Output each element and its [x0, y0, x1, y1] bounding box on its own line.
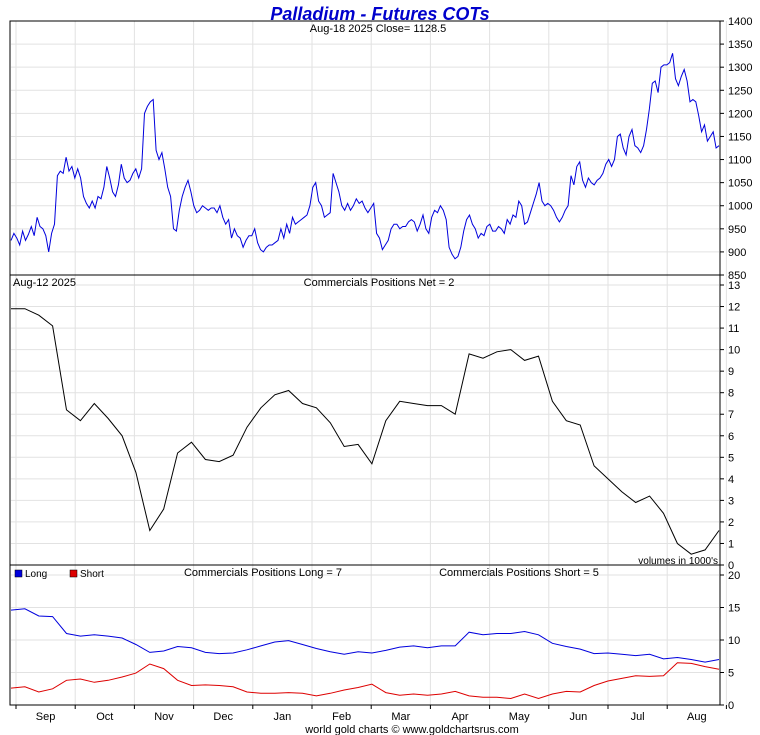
short-series-line	[10, 662, 720, 700]
chart-subtitle: Aug-18 2025 Close= 1128.5	[310, 23, 447, 35]
net-tick-label: 1	[728, 538, 734, 550]
net-tick-label: 4	[728, 474, 734, 486]
price-tick-label: 1300	[728, 62, 752, 74]
ls-tick-label: 10	[728, 635, 740, 647]
month-tick-label: Jun	[570, 711, 588, 723]
long-panel-title: Commercials Positions Long = 7	[184, 567, 342, 579]
price-tick-label: 1350	[728, 39, 752, 51]
net-tick-label: 5	[728, 452, 734, 464]
month-tick-label: Jan	[274, 711, 292, 723]
net-series-line	[11, 308, 720, 555]
month-tick-label: May	[509, 711, 530, 723]
month-tick-label: Oct	[96, 711, 113, 723]
month-tick-label: Feb	[332, 711, 351, 723]
price-tick-label: 1000	[728, 201, 752, 213]
footer-credit: world gold charts © www.goldchartsrus.co…	[304, 724, 519, 735]
net-tick-label: 8	[728, 388, 734, 400]
price-tick-label: 1200	[728, 108, 752, 120]
price-tick-label: 1400	[728, 16, 752, 28]
ls-tick-label: 5	[728, 668, 734, 680]
net-tick-label: 13	[728, 280, 740, 292]
net-tick-label: 9	[728, 366, 734, 378]
net-tick-label: 11	[728, 323, 739, 335]
month-x-axis: Sep Oct Nov Dec Jan Feb Mar Apr May Jun Jul Aug	[15, 705, 727, 723]
net-tick-label: 2	[728, 517, 734, 529]
price-panel	[9, 20, 721, 276]
month-tick-label: Sep	[36, 711, 56, 723]
ls-tick-label: 0	[728, 700, 734, 712]
month-tick-label: Aug	[687, 711, 707, 723]
price-tick-label: 1050	[728, 178, 752, 190]
ls-tick-label: 20	[728, 570, 740, 582]
grid-lines	[11, 20, 727, 706]
price-tick-label: 850	[728, 270, 746, 282]
net-tick-label: 7	[728, 409, 734, 421]
legend-short-swatch	[69, 569, 78, 578]
month-tick-label: Apr	[451, 711, 468, 723]
legend-short-label: Short	[80, 569, 104, 580]
price-tick-label: 1250	[728, 85, 752, 97]
price-tick-label: 900	[728, 247, 746, 259]
net-tick-label: 12	[728, 302, 740, 314]
price-tick-label: 950	[728, 224, 746, 236]
month-tick-label: Dec	[213, 711, 233, 723]
long-short-panel	[9, 564, 721, 706]
net-tick-label: 6	[728, 431, 734, 443]
net-panel-title: Commercials Positions Net = 2	[304, 277, 455, 289]
price-tick-label: 1100	[728, 155, 752, 167]
net-date-label: Aug-12 2025	[13, 277, 76, 289]
price-series-line	[10, 53, 720, 260]
net-tick-label: 10	[728, 345, 740, 357]
short-panel-title: Commercials Positions Short = 5	[439, 567, 599, 579]
month-tick-label: Mar	[391, 711, 410, 723]
price-tick-label: 1150	[728, 131, 752, 143]
chart-title: Palladium - Futures COTs	[270, 4, 489, 24]
price-y-axis: 850 900 950 1000 1050 1100 1150 1200 1250 1300 135…	[720, 16, 752, 282]
volumes-note: volumes in 1000's	[638, 556, 718, 567]
net-tick-label: 3	[728, 495, 734, 507]
ls-tick-label: 15	[728, 603, 740, 615]
long-series-line	[10, 608, 720, 663]
legend-long-swatch	[14, 569, 23, 578]
net-tick-label: 0	[728, 560, 734, 572]
month-tick-label: Nov	[154, 711, 174, 723]
long-short-y-axis: 0 5 10 15 20	[720, 570, 740, 712]
legend-long-label: Long	[25, 569, 47, 580]
month-tick-label: Jul	[631, 711, 645, 723]
